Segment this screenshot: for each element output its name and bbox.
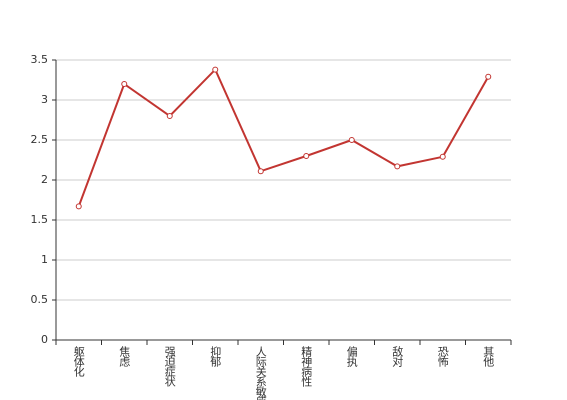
y-tick-label: 3 (41, 93, 48, 106)
point (485, 73, 492, 80)
point (166, 113, 173, 119)
x-tick-label: 抑郁 (209, 345, 222, 367)
y-tick-label: 0.5 (31, 293, 49, 306)
x-tick-label: 强迫症状 (163, 346, 176, 387)
point (75, 203, 82, 210)
point (212, 66, 219, 73)
y-tick-label: 2 (41, 173, 48, 186)
x-tick-label: 躯体化 (72, 346, 85, 378)
x-tick-label: 精神病性 (300, 346, 313, 388)
y-tick-label: 2.5 (31, 133, 49, 146)
point (348, 137, 355, 143)
x-tick-label: 焦虑 (118, 346, 131, 367)
point (121, 81, 128, 87)
point (439, 153, 446, 160)
y-tick-label: 0 (41, 333, 48, 346)
point (303, 153, 310, 159)
x-tick-label: 其他 (482, 346, 495, 367)
point (394, 163, 401, 170)
y-tick-label: 1 (41, 253, 48, 266)
y-tick-label: 1.5 (31, 213, 49, 226)
x-tick-label: 偏执 (345, 345, 358, 368)
x-tick-label: 恐怖 (436, 346, 449, 367)
point (257, 168, 264, 175)
x-tick-label: 敌对 (391, 345, 404, 367)
y-tick-label: 3.5 (31, 53, 49, 66)
x-tick-label: 人际关系敏感 (254, 346, 267, 400)
line (77, 67, 490, 207)
